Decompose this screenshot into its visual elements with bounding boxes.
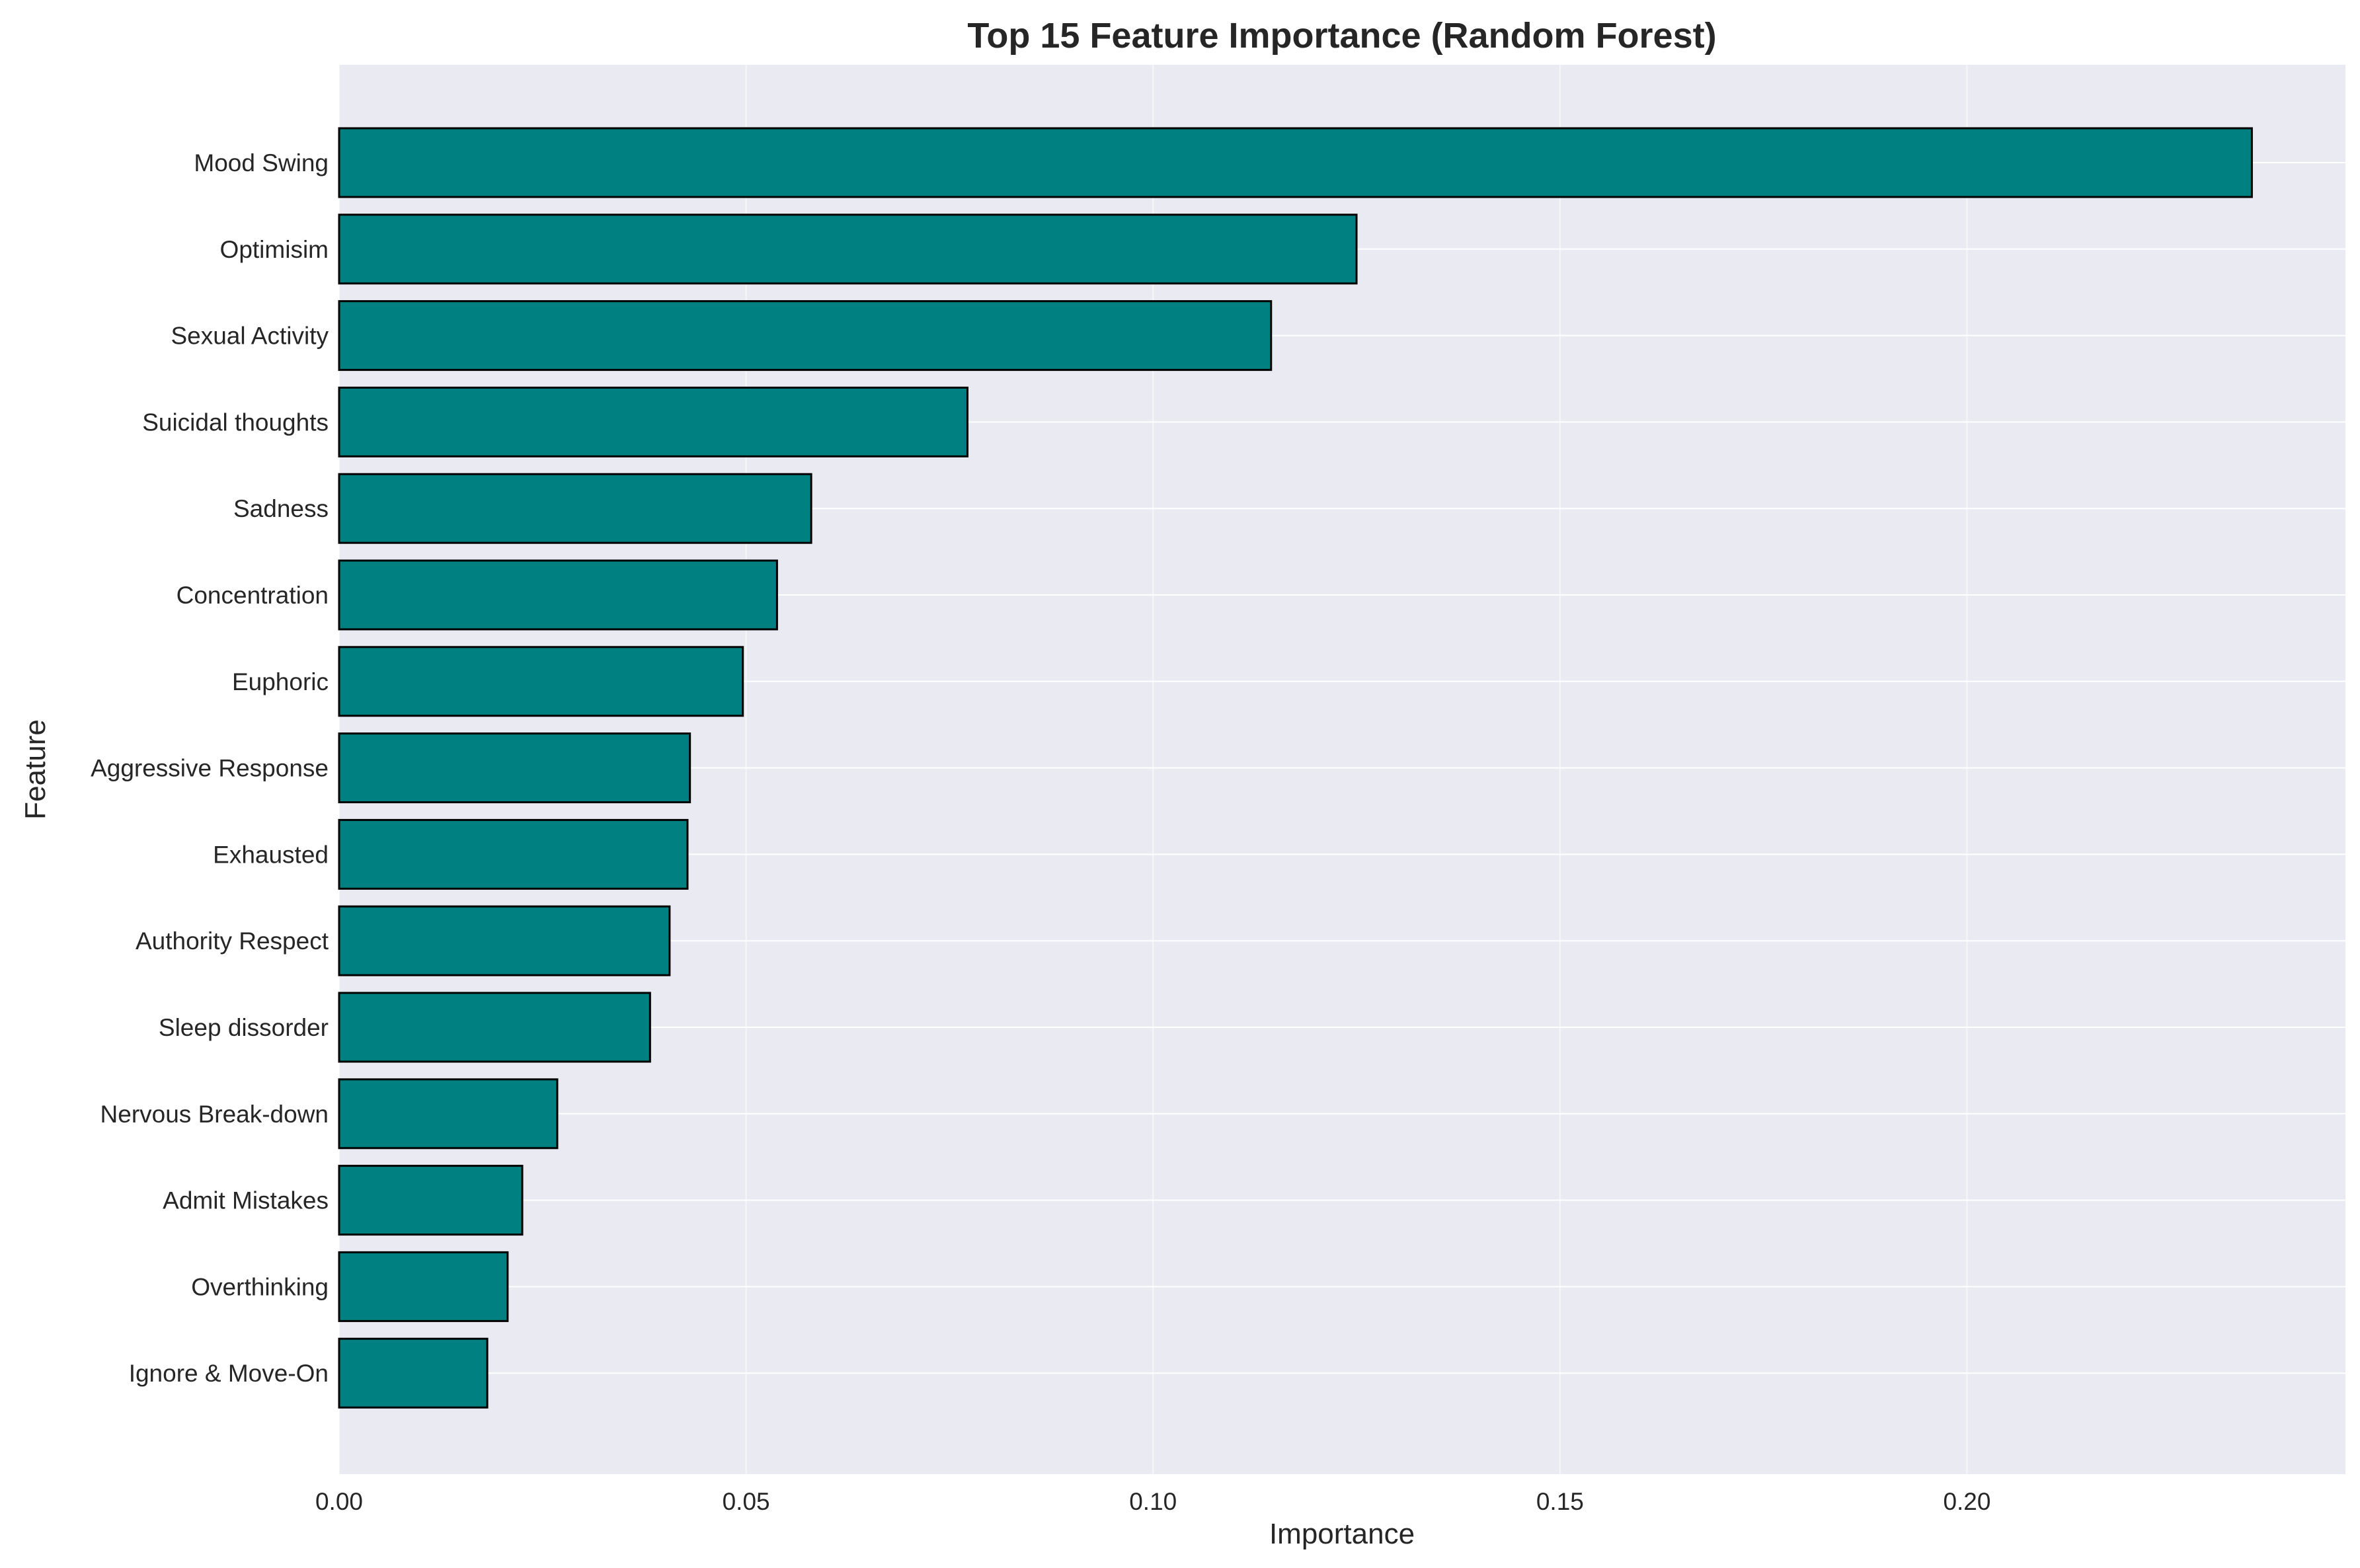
bar-5: [338, 473, 812, 544]
x-tick-label-2: 0.10: [1129, 1488, 1177, 1515]
y-tick-label-13: Admit Mistakes: [163, 1187, 329, 1214]
bars: [338, 127, 2253, 1409]
y-tick-label-5: Sadness: [233, 495, 329, 522]
y-tick-label-3: Sexual Activity: [171, 323, 329, 350]
chart-title: Top 15 Feature Importance (Random Forest…: [967, 16, 1716, 56]
bar-8: [338, 732, 691, 804]
y-tick-label-14: Overthinking: [191, 1273, 329, 1300]
y-tick-label-11: Sleep dissorder: [159, 1014, 329, 1041]
y-tick-label-4: Suicidal thoughts: [142, 409, 329, 436]
y-tick-label-12: Nervous Break-down: [100, 1101, 329, 1128]
y-tick-label-6: Concentration: [177, 582, 329, 609]
y-tick-label-7: Euphoric: [232, 668, 329, 695]
bar-3: [338, 300, 1273, 372]
x-tick-labels: 0.00 0.05 0.10 0.15 0.20: [315, 1488, 1990, 1515]
x-axis-label: Importance: [1269, 1518, 1415, 1550]
bar-4: [338, 386, 969, 457]
y-axis-label: Feature: [19, 719, 52, 820]
x-tick-label-4: 0.20: [1943, 1488, 1990, 1515]
x-tick-label-0: 0.00: [315, 1488, 363, 1515]
x-tick-label-1: 0.05: [723, 1488, 770, 1515]
bar-15: [338, 1337, 489, 1409]
y-tick-label-10: Authority Respect: [136, 927, 329, 955]
bar-2: [338, 214, 1358, 285]
y-tick-labels: Mood Swing Optimisim Sexual Activity Suicid…: [91, 149, 329, 1387]
y-tick-label-1: Mood Swing: [194, 149, 329, 176]
bar-10: [338, 905, 671, 976]
bar-6: [338, 559, 778, 631]
bar-13: [338, 1165, 524, 1236]
y-tick-label-8: Aggressive Response: [91, 755, 329, 782]
x-tick-label-3: 0.15: [1536, 1488, 1584, 1515]
bar-7: [338, 646, 744, 717]
bar-1: [338, 127, 2253, 198]
bar-12: [338, 1078, 559, 1150]
bar-11: [338, 992, 651, 1063]
y-tick-label-2: Optimisim: [220, 236, 329, 263]
y-tick-label-15: Ignore & Move-On: [129, 1360, 329, 1387]
bar-14: [338, 1251, 509, 1322]
bar-9: [338, 818, 689, 890]
y-tick-label-9: Exhausted: [213, 841, 329, 868]
